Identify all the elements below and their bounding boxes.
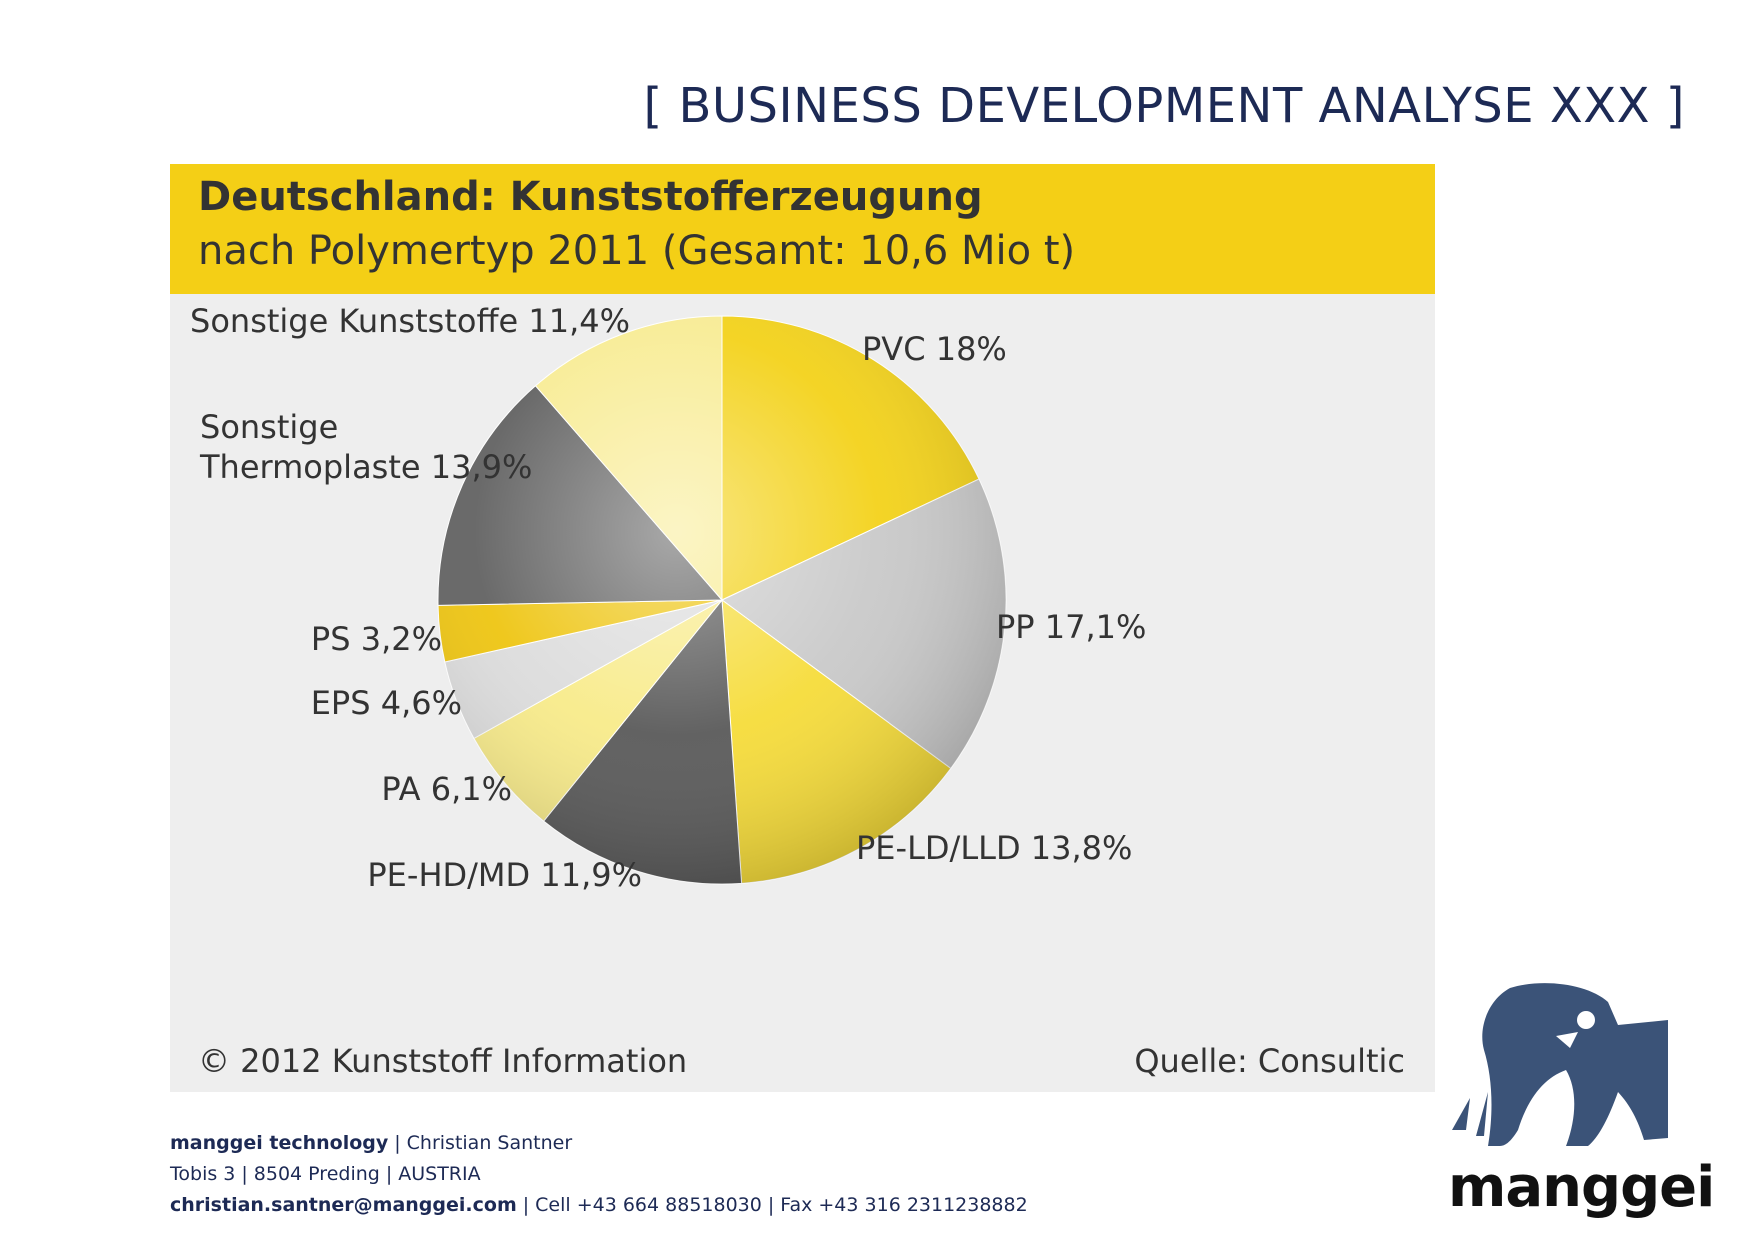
footer-line-1: manggei technology | Christian Santner <box>170 1132 573 1154</box>
slice-label-pa: PA 6,1% <box>381 770 512 808</box>
footer-person: Christian Santner <box>406 1132 573 1154</box>
chart-subtitle: nach Polymertyp 2011 (Gesamt: 10,6 Mio t… <box>198 228 1076 274</box>
manggei-logo: manggei <box>1448 980 1715 1220</box>
footer-fax: Fax +43 316 2311238882 <box>780 1194 1028 1216</box>
slice-label-pe-ld-lld: PE-LD/LLD 13,8% <box>856 829 1132 867</box>
slice-label-sonstige-thermoplaste: Sonstige Thermoplaste 13,9% <box>199 408 532 486</box>
page-title: [ BUSINESS DEVELOPMENT ANALYSE XXX ] <box>643 78 1685 134</box>
beaver-icon <box>1452 983 1668 1146</box>
footer-contact: manggei technology | Christian Santner Tob… <box>170 1128 1028 1221</box>
footer-country: AUSTRIA <box>398 1163 481 1185</box>
footer-company: manggei technology <box>170 1132 389 1154</box>
slice-label-pe-hd-md: PE-HD/MD 11,9% <box>367 856 642 894</box>
pie-chart: Deutschland: Kunststofferzeugung nach Po… <box>170 164 1435 1092</box>
chart-copyright: © 2012 Kunststoff Information <box>198 1042 688 1080</box>
footer-line-2: Tobis 3 | 8504 Preding | AUSTRIA <box>170 1163 481 1185</box>
pie-plot: PVC 18% PP 17,1% PE-LD/LLD 13,8% PE-HD/MD 1… <box>190 302 1146 894</box>
footer-line-3: christian.santner@manggei.com | Cell +43 6… <box>170 1194 1028 1216</box>
footer-cell: Cell +43 664 88518030 <box>535 1194 762 1216</box>
slice-label-pvc: PVC 18% <box>862 330 1007 368</box>
footer-city: 8504 Preding <box>253 1163 380 1185</box>
chart-title: Deutschland: Kunststofferzeugung <box>198 174 983 220</box>
slice-label-ps: PS 3,2% <box>311 620 442 658</box>
logo-text: manggei <box>1448 1155 1715 1220</box>
footer-street: Tobis 3 <box>170 1163 236 1185</box>
slice-label-eps: EPS 4,6% <box>311 684 462 722</box>
footer-email[interactable]: christian.santner@manggei.com <box>170 1194 517 1216</box>
chart-source: Quelle: Consultic <box>1134 1042 1405 1080</box>
slice-label-pp: PP 17,1% <box>996 608 1146 646</box>
slice-label-sonstige-kunststoffe: Sonstige Kunststoffe 11,4% <box>190 302 630 340</box>
chart-header: Deutschland: Kunststofferzeugung nach Po… <box>170 164 1435 294</box>
